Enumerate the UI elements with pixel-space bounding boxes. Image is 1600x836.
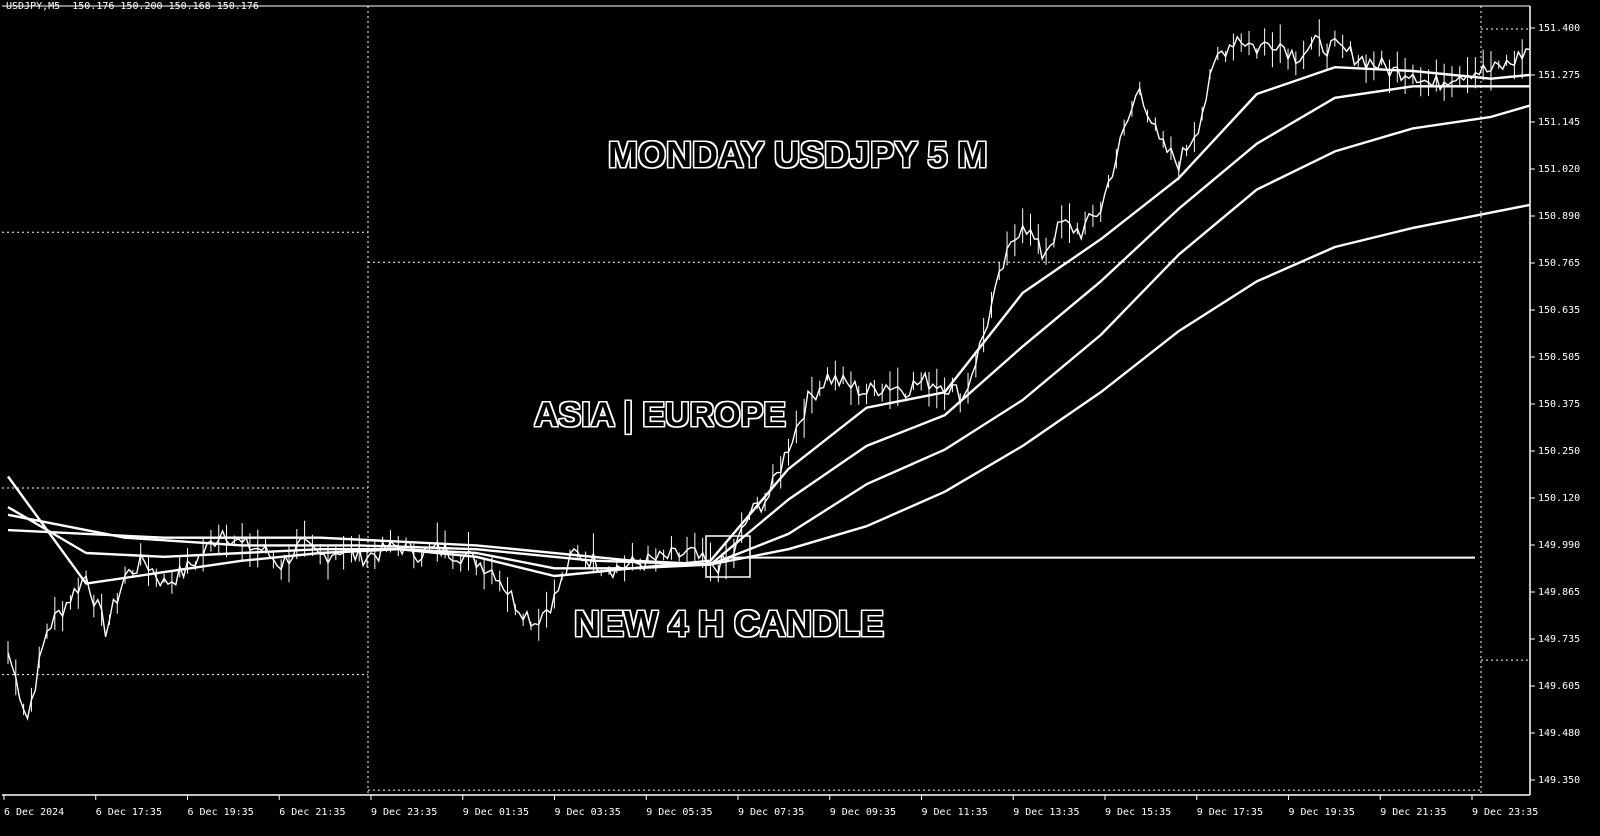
x-tick-label: 6 Dec 19:35 — [188, 807, 254, 818]
symbol-label: USDJPY,M5 — [6, 1, 61, 12]
y-tick-label: 149.865 — [1538, 587, 1580, 598]
x-tick-label: 6 Dec 2024 — [4, 807, 64, 818]
chart-title-annotation: MONDAY USDJPY 5 M — [608, 134, 988, 175]
session-annotation: ASIA | EUROPE — [534, 396, 786, 434]
y-tick-label: 150.120 — [1538, 493, 1580, 504]
new-candle-annotation: NEW 4 H CANDLE — [574, 603, 885, 644]
moving-average-line-3 — [7, 104, 1531, 566]
y-tick-label: 150.635 — [1538, 305, 1580, 316]
x-tick-label: 9 Dec 17:35 — [1197, 807, 1263, 818]
y-tick-label: 150.375 — [1538, 399, 1580, 410]
y-tick-label: 149.480 — [1538, 728, 1580, 739]
x-tick-label: 6 Dec 21:35 — [279, 807, 345, 818]
y-tick-label: 151.275 — [1538, 70, 1580, 81]
y-tick-label: 151.145 — [1538, 117, 1580, 128]
x-tick-label: 6 Dec 17:35 — [96, 807, 162, 818]
x-tick-label: 9 Dec 23:35 — [1472, 807, 1538, 818]
x-tick-label: 9 Dec 03:35 — [555, 807, 621, 818]
moving-average-line-1 — [7, 66, 1531, 585]
x-tick-label: 9 Dec 15:35 — [1105, 807, 1171, 818]
x-tick-label: 9 Dec 01:35 — [463, 807, 529, 818]
y-tick-label: 151.020 — [1538, 164, 1580, 175]
y-tick-label: 149.990 — [1538, 540, 1580, 551]
moving-average-line-4 — [7, 203, 1531, 566]
y-tick-label: 150.250 — [1538, 446, 1580, 457]
price-series-line — [7, 34, 1531, 721]
y-tick-label: 149.350 — [1538, 775, 1580, 786]
y-tick-label: 149.605 — [1538, 681, 1580, 692]
x-tick-label: 9 Dec 11:35 — [922, 807, 988, 818]
x-tick-label: 9 Dec 13:35 — [1013, 807, 1079, 818]
y-tick-label: 150.890 — [1538, 211, 1580, 222]
symbol-header: USDJPY,M5 150.176 150.200 150.168 150.17… — [6, 1, 259, 12]
x-tick-label: 9 Dec 21:35 — [1380, 807, 1446, 818]
y-tick-label: 151.400 — [1538, 23, 1580, 34]
x-tick-label: 9 Dec 05:35 — [646, 807, 712, 818]
y-tick-label: 150.505 — [1538, 352, 1580, 363]
y-tick-label: 150.765 — [1538, 258, 1580, 269]
quote-values: 150.176 150.200 150.168 150.176 — [72, 1, 259, 12]
y-tick-label: 149.735 — [1538, 634, 1580, 645]
moving-average-line-2 — [7, 85, 1530, 570]
x-tick-label: 9 Dec 19:35 — [1289, 807, 1355, 818]
x-tick-label: 9 Dec 23:35 — [371, 807, 437, 818]
x-tick-label: 9 Dec 07:35 — [738, 807, 804, 818]
x-tick-label: 9 Dec 09:35 — [830, 807, 896, 818]
new-candle-box — [705, 535, 751, 578]
